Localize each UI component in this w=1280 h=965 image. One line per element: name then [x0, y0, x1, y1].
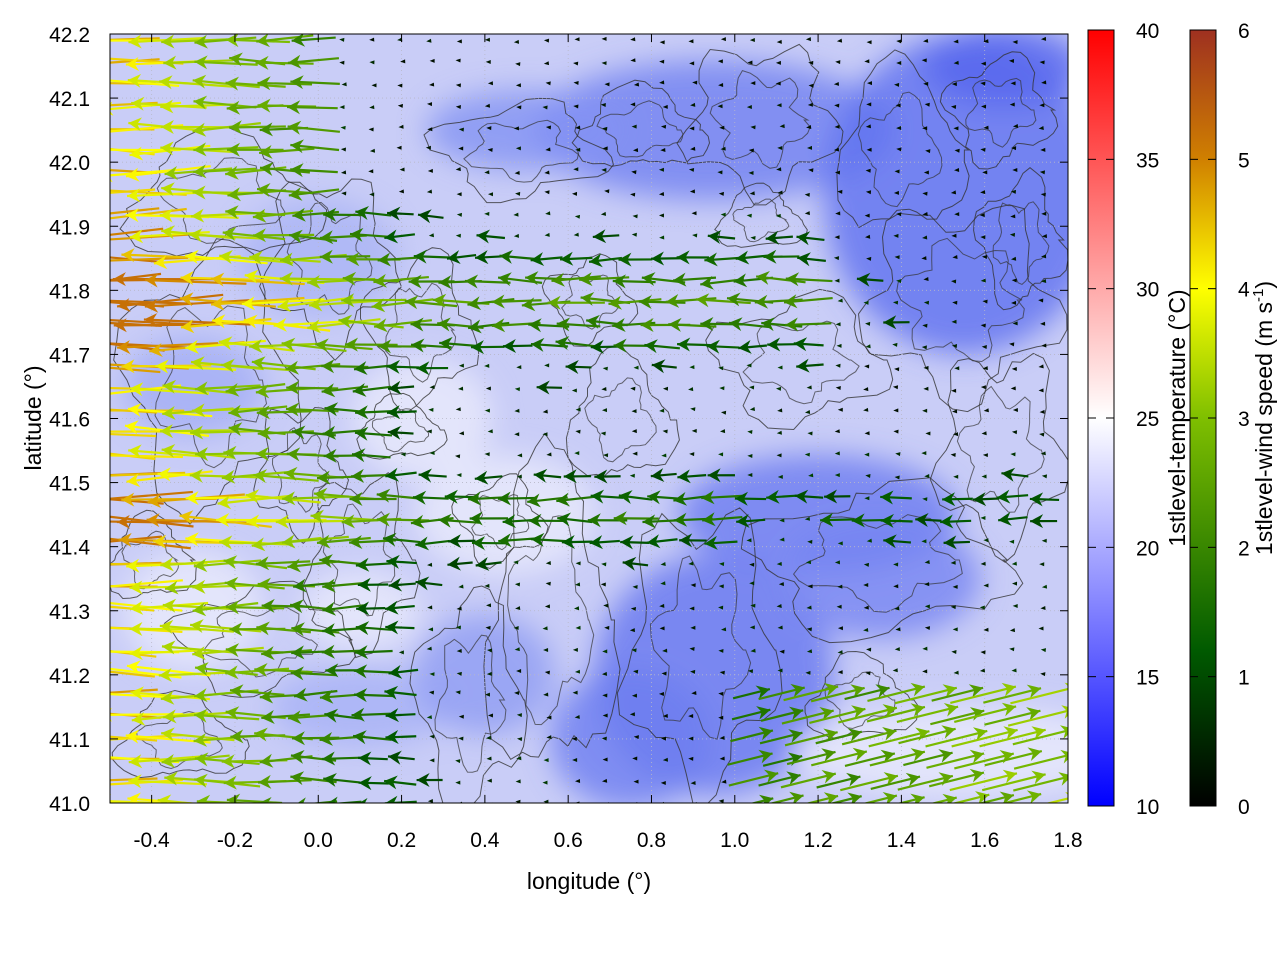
- wind-title-end: ): [1251, 281, 1277, 289]
- wind-arrow-shaft: [355, 804, 388, 805]
- wind-arrow-head: [55, 514, 68, 528]
- temperature-colorbar: 10 15 20 25 30 35 40 1stlevel-temperature (°C): [1088, 20, 1190, 819]
- wind-speed-colorbar-tick-label: 0: [1238, 796, 1250, 819]
- wind-arrow-head: [98, 596, 112, 610]
- wind-arrow-head: [96, 74, 110, 88]
- wind-arrow-head: [95, 687, 108, 701]
- wind-speed-colorbar-tick-label: 3: [1238, 408, 1250, 431]
- temperature-colorbar-title: 1stlevel-temperature (°C): [1164, 289, 1190, 546]
- temperature-colorbar-tick-label: 20: [1136, 537, 1159, 560]
- x-tick-label: 0.2: [387, 829, 416, 852]
- y-tick-label: 41.2: [49, 665, 90, 688]
- x-tick-label: 1.2: [803, 829, 832, 852]
- temperature-colorbar-tick-label: 25: [1136, 408, 1159, 431]
- wind-arrow-head: [89, 254, 102, 268]
- y-axis-title: latitude (°): [20, 365, 46, 470]
- y-tick-label: 41.9: [49, 216, 90, 239]
- wind-arrow-head: [95, 621, 108, 635]
- wind-arrow-head: [65, 640, 79, 654]
- temperature-colorbar-tick-label: 15: [1136, 667, 1159, 690]
- wind-arrow-head: [90, 357, 103, 371]
- temperature-colorbar-tick-label: 10: [1136, 796, 1159, 819]
- y-tick-label: 41.0: [49, 793, 90, 816]
- wind-arrow-shaft: [276, 521, 351, 522]
- x-axis-title: longitude (°): [527, 868, 651, 894]
- wind-arrow-head: [96, 645, 109, 659]
- wind-arrow-head: [59, 688, 73, 702]
- y-tick-label: 41.1: [49, 729, 90, 752]
- wind-arrow-head: [97, 143, 110, 157]
- wind-speed-colorbar-tick-label: 5: [1238, 149, 1250, 172]
- x-tick-label: 1.6: [970, 829, 999, 852]
- wind-arrow-head: [63, 58, 76, 72]
- wind-arrow-head: [93, 51, 106, 65]
- wind-arrow-head: [95, 425, 108, 439]
- wind-arrow-head: [88, 313, 101, 327]
- x-tick-label: 0.6: [554, 829, 583, 852]
- y-tick-label: 41.8: [49, 280, 90, 303]
- wind-arrow-head: [57, 247, 70, 261]
- x-tick-label: 0.8: [637, 829, 666, 852]
- wind-arrow-head: [96, 448, 109, 462]
- wind-arrow-head: [65, 751, 78, 765]
- wind-arrow-head: [58, 579, 71, 593]
- wind-arrow-shaft: [258, 803, 307, 806]
- wind-arrow-head: [66, 443, 80, 457]
- wind-arrow-head: [96, 750, 109, 764]
- x-tick-label: 0.4: [470, 829, 500, 852]
- wind-arrow-head: [97, 580, 111, 594]
- wind-arrow-head: [92, 557, 105, 571]
- wind-speed-colorbar-tick-label: 1: [1238, 667, 1250, 690]
- y-tick-label: 42.2: [49, 24, 90, 47]
- wind-arrow-head: [62, 122, 75, 136]
- cool-region: [926, 26, 1086, 106]
- x-tick-label: 1.0: [720, 829, 749, 852]
- wind-arrow-head: [55, 314, 68, 328]
- x-tick-label: 0.0: [304, 829, 333, 852]
- wind-title-main: 1stlevel-wind speed (m s: [1251, 302, 1277, 555]
- wind-arrow-head: [67, 138, 81, 152]
- wind-arrow-head: [61, 775, 74, 789]
- wind-arrow-head: [87, 509, 101, 523]
- cool-region: [427, 90, 627, 170]
- wind-arrow-head: [96, 387, 110, 401]
- wind-arrow-head: [66, 188, 80, 202]
- wind-arrow-head: [95, 778, 108, 792]
- wind-arrow-head: [92, 469, 105, 483]
- wind-title-sup: -1: [1250, 289, 1267, 302]
- wind-speed-colorbar-tick-label: 2: [1238, 537, 1250, 560]
- wind-arrow-head: [95, 184, 108, 198]
- cool-region: [781, 519, 981, 639]
- wind-arrow-head: [89, 233, 102, 247]
- wind-arrow-head: [92, 403, 105, 417]
- y-tick-label: 41.7: [49, 344, 90, 367]
- wind-speed-colorbar-tick-label: 6: [1238, 20, 1250, 43]
- x-tick-label: -0.4: [134, 829, 171, 852]
- temperature-colorbar-tick-label: 30: [1136, 279, 1159, 302]
- wind-arrow-head: [63, 704, 76, 718]
- y-tick-label: 41.4: [49, 537, 90, 560]
- wind-arrow-head: [94, 212, 108, 226]
- wind-arrow-head: [98, 34, 111, 48]
- temperature-colorbar-tick-label: 35: [1136, 149, 1159, 172]
- wind-arrow-head: [63, 380, 76, 394]
- wind-arrow-head: [98, 125, 112, 139]
- wind-speed-colorbar: 0 1 2 3 4 5 6 1stlevel-wind speed (m s-1): [1190, 20, 1277, 819]
- y-tick-label: 42.1: [49, 88, 90, 111]
- x-tick-label: 1.8: [1053, 829, 1082, 852]
- wind-speed-colorbar-tick-label: 4: [1238, 279, 1250, 302]
- wind-arrow-shaft: [341, 300, 406, 301]
- wind-arrow-head: [62, 559, 75, 573]
- wind-arrow-head: [98, 794, 111, 808]
- y-tick-label: 41.3: [49, 601, 90, 624]
- wind-arrow-head: [94, 733, 107, 747]
- x-tick-label: 1.4: [887, 829, 917, 852]
- temperature-colorbar-tick-label: 40: [1136, 20, 1159, 43]
- y-tick-label: 42.0: [49, 152, 90, 175]
- y-tick-label: 41.6: [49, 409, 90, 432]
- x-tick-label: -0.2: [217, 829, 253, 852]
- wind-speed-colorbar-title: 1stlevel-wind speed (m s-1): [1250, 281, 1277, 555]
- y-tick-label: 41.5: [49, 473, 90, 496]
